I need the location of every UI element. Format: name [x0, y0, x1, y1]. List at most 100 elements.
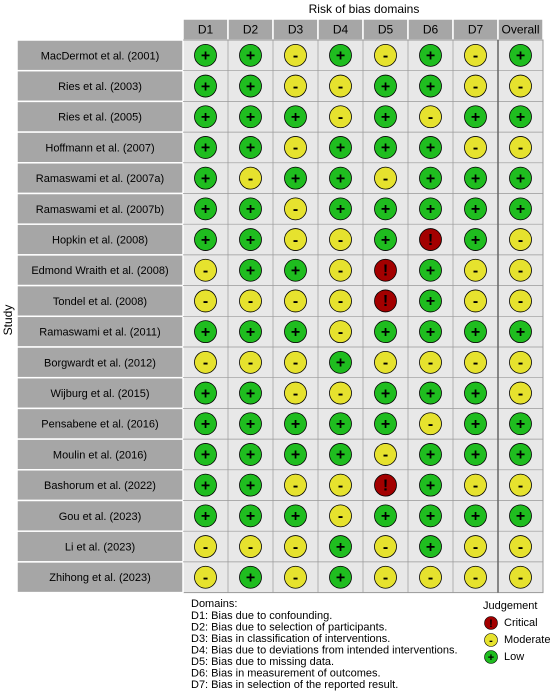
judgement-symbol: +	[426, 140, 435, 157]
judgement-symbol: -	[203, 539, 208, 556]
judgement-circle	[239, 289, 262, 313]
judgement-symbol: +	[516, 109, 525, 126]
judgement-circle	[374, 166, 397, 190]
study-cell	[16, 469, 184, 502]
judgement-circle	[194, 197, 217, 221]
judgement-symbol: -	[293, 385, 298, 402]
study-label: Tondel et al. (2008)	[53, 296, 147, 308]
judgement-circle	[374, 473, 397, 497]
judgement-circle	[194, 105, 217, 129]
judgement-symbol: -	[248, 170, 253, 187]
judgement-circle	[329, 412, 352, 436]
judgement-circle	[239, 350, 262, 374]
judgement-symbol: -	[473, 262, 478, 279]
judgement-circle	[194, 473, 217, 497]
judgement-symbol: +	[426, 78, 435, 95]
judgement-symbol: +	[246, 109, 255, 126]
study-cell	[16, 192, 184, 225]
judgement-symbol: +	[471, 324, 480, 341]
study-cell	[16, 131, 184, 164]
judgement-circle	[464, 381, 487, 405]
study-label: Ries et al. (2003)	[58, 81, 142, 93]
judgement-circle	[194, 228, 217, 251]
legend-label: Moderate	[504, 634, 550, 646]
judgement-circle	[419, 105, 442, 129]
judgement-circle	[419, 43, 442, 67]
judgement-symbol: -	[293, 539, 298, 556]
judgement-symbol: +	[246, 477, 255, 494]
judgement-circle	[374, 43, 397, 67]
judgement-symbol: !	[383, 262, 388, 279]
judgement-symbol: +	[426, 201, 435, 218]
judgement-symbol: !	[383, 477, 388, 494]
judgement-circle	[194, 504, 217, 528]
judgement-symbol: -	[473, 539, 478, 556]
judgement-symbol: -	[518, 539, 523, 556]
study-label: Pensabene et al. (2016)	[41, 419, 158, 431]
judgement-circle	[419, 136, 442, 159]
judgement-circle	[464, 105, 487, 129]
judgement-symbol: -	[428, 355, 433, 372]
domain-description: D3: Bias in classification of interventi…	[191, 633, 390, 645]
judgement-circle	[464, 74, 487, 98]
judgement-symbol: -	[338, 232, 343, 249]
judgement-circle	[329, 197, 352, 221]
judgement-symbol: -	[473, 140, 478, 157]
judgement-symbol: -	[338, 324, 343, 341]
judgement-circle	[194, 166, 217, 190]
judgement-symbol: +	[516, 48, 525, 65]
judgement-circle	[239, 74, 262, 98]
judgement-symbol: -	[203, 293, 208, 310]
judgement-symbol: +	[426, 293, 435, 310]
judgement-circle	[239, 197, 262, 221]
judgement-symbol: -	[293, 477, 298, 494]
judgement-circle	[194, 443, 217, 466]
judgement-symbol: +	[201, 140, 210, 157]
judgement-symbol: +	[471, 232, 480, 249]
judgement-circle	[374, 320, 397, 344]
judgement-symbol: +	[471, 416, 480, 433]
study-cell	[16, 162, 184, 195]
judgement-symbol: +	[381, 385, 390, 402]
column-header: D6	[423, 23, 439, 37]
judgement-circle	[194, 289, 217, 313]
judgement-symbol: -	[383, 447, 388, 464]
column-header: D3	[288, 23, 304, 37]
judgement-circle	[464, 228, 487, 251]
judgement-symbol: +	[201, 78, 210, 95]
judgement-circle	[464, 43, 487, 67]
judgement-circle	[509, 74, 532, 98]
study-cell	[16, 69, 184, 103]
judgement-symbol: +	[471, 447, 480, 464]
judgement-symbol: -	[293, 293, 298, 310]
judgement-circle	[374, 504, 397, 528]
judgement-symbol: +	[246, 385, 255, 402]
judgement-symbol: +	[381, 324, 390, 341]
study-label: Ramaswami et al. (2007a)	[36, 173, 164, 185]
legend-symbol: +	[488, 652, 494, 664]
judgement-symbol: +	[516, 324, 525, 341]
judgement-circle	[419, 412, 442, 436]
judgement-symbol: +	[336, 355, 345, 372]
judgement-circle	[329, 43, 352, 67]
judgement-circle	[239, 504, 262, 528]
judgement-symbol: +	[201, 232, 210, 249]
judgement-symbol: -	[248, 355, 253, 372]
judgement-symbol: +	[246, 416, 255, 433]
judgement-symbol: -	[293, 78, 298, 95]
judgement-symbol: +	[291, 109, 300, 126]
judgement-circle	[464, 136, 487, 159]
judgement-circle	[419, 166, 442, 190]
judgement-symbol: -	[518, 569, 523, 586]
judgement-symbol: +	[471, 109, 480, 126]
judgement-symbol: +	[291, 416, 300, 433]
judgement-circle	[419, 289, 442, 313]
judgement-circle	[509, 228, 532, 251]
judgement-circle	[194, 381, 217, 405]
judgement-symbol: -	[338, 109, 343, 126]
judgement-circle	[509, 443, 532, 466]
judgement-symbol: +	[426, 262, 435, 279]
judgement-circle	[284, 105, 307, 129]
judgement-circle	[284, 166, 307, 190]
judgement-circle	[239, 535, 262, 558]
